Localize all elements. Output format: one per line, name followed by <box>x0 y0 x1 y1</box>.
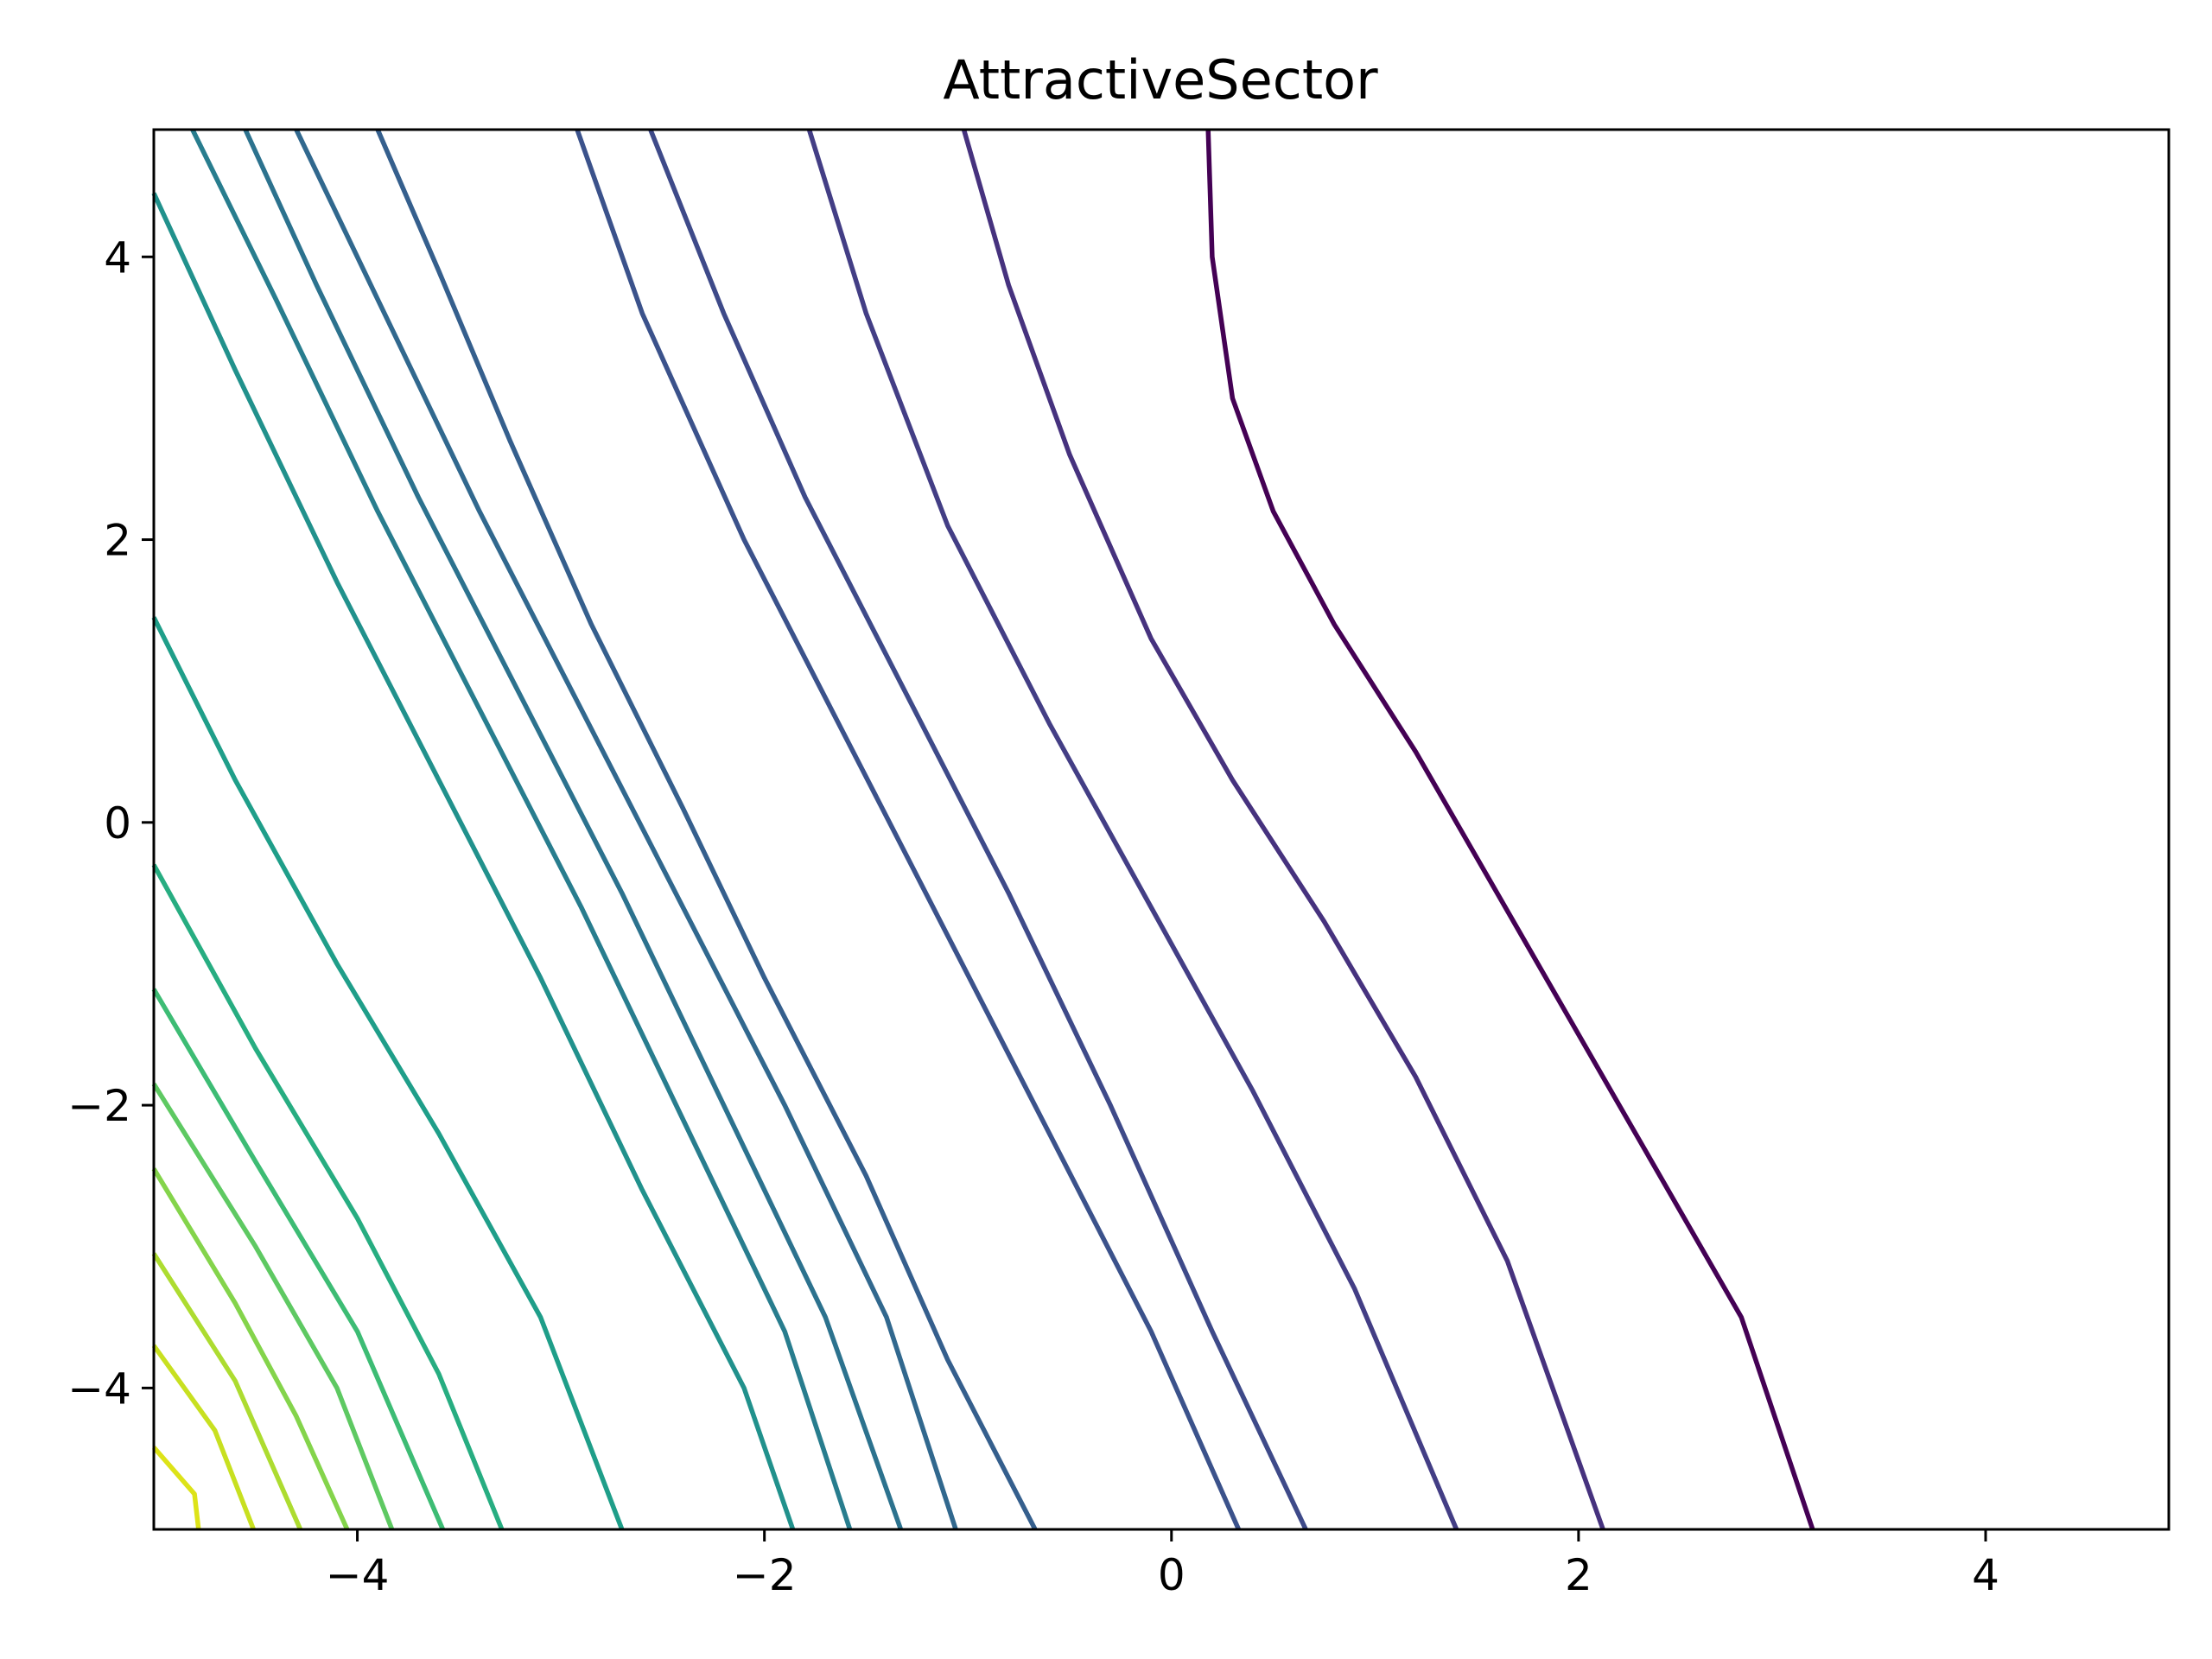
contour-line-8 <box>243 128 904 1530</box>
contour-line-4 <box>648 128 1308 1531</box>
contour-line-1 <box>1205 129 1815 1530</box>
x-tick-label: 4 <box>1972 1550 1999 1600</box>
contour-line-13 <box>151 988 446 1531</box>
contour-line-3 <box>806 129 1459 1531</box>
contour-line-14 <box>151 1083 395 1530</box>
contour-line-16 <box>151 1252 303 1531</box>
plot-frame <box>152 128 2171 1531</box>
contour-line-7 <box>294 128 958 1530</box>
contour-line-10 <box>151 192 796 1530</box>
x-tick-label: 0 <box>1158 1550 1185 1600</box>
contour-line-5 <box>575 129 1242 1531</box>
y-tick-label: 4 <box>104 232 131 283</box>
contour-line-6 <box>375 128 1038 1531</box>
contour-line-17 <box>151 1344 256 1531</box>
chart-title: AttractiveSector <box>943 48 1378 111</box>
y-tick-label: −4 <box>67 1363 131 1414</box>
x-tick-label: −4 <box>326 1550 390 1600</box>
contour-line-18 <box>151 1446 201 1530</box>
contour-line-2 <box>961 129 1605 1530</box>
contour-line-9 <box>190 128 853 1530</box>
contour-lines <box>151 128 1815 1531</box>
y-axis: −4 −2 0 2 4 <box>67 232 154 1414</box>
y-tick-label: −2 <box>67 1081 131 1131</box>
contour-line-11 <box>151 616 625 1530</box>
contour-line-15 <box>151 1167 350 1531</box>
x-tick-label: 2 <box>1565 1550 1592 1600</box>
contour-line-12 <box>151 863 505 1531</box>
x-tick-label: −2 <box>733 1550 797 1600</box>
y-tick-label: 2 <box>104 516 131 566</box>
x-axis: −4 −2 0 2 4 <box>326 1529 1999 1600</box>
y-tick-label: 0 <box>104 798 131 849</box>
